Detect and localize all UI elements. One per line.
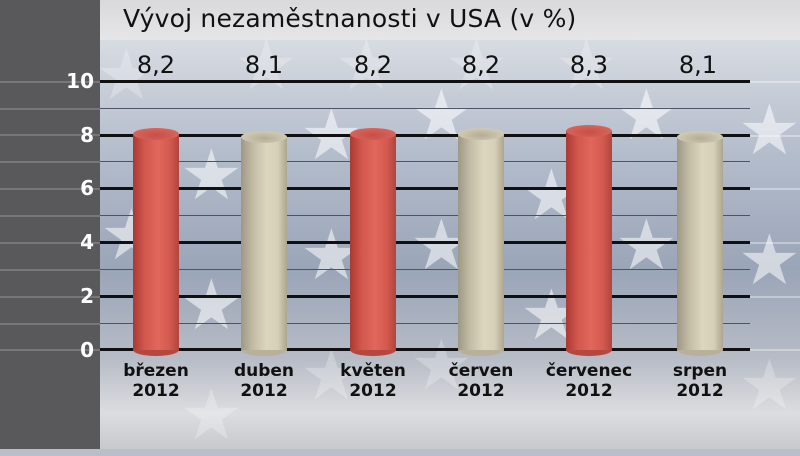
year-label: 2012 xyxy=(457,381,505,401)
x-tick-label: květen 2012 xyxy=(318,361,428,401)
star-icon: ★ xyxy=(555,24,618,106)
y-tick-label: 8 xyxy=(80,123,94,147)
x-tick-label: srpen 2012 xyxy=(645,361,755,401)
data-label: 8,2 xyxy=(136,51,176,79)
x-tick-label: červen 2012 xyxy=(426,361,536,401)
y-tick-label: 4 xyxy=(80,230,94,254)
x-tick-label: červenec 2012 xyxy=(534,361,644,401)
y-axis-tick-line xyxy=(0,108,100,110)
gridline-3 xyxy=(100,269,750,270)
y-axis-panel xyxy=(0,0,100,449)
gridline-extension xyxy=(750,188,800,190)
star-icon: ★ xyxy=(235,24,298,106)
y-axis-tick-line xyxy=(0,161,100,163)
star-icon: ★ xyxy=(615,74,678,156)
gridline-6 xyxy=(100,187,750,190)
chart-title: Vývoj nezaměstnanosti v USA (v %) xyxy=(123,4,577,33)
star-icon: ★ xyxy=(445,24,508,106)
year-label: 2012 xyxy=(565,381,613,401)
gridline-5 xyxy=(100,215,750,216)
y-axis-tick-line xyxy=(0,81,100,83)
y-axis-tick-line xyxy=(0,134,100,136)
y-axis-tick-line xyxy=(0,188,100,190)
year-label: 2012 xyxy=(349,381,397,401)
gridline-10 xyxy=(100,80,750,83)
y-axis-tick-line xyxy=(0,323,100,325)
month-label: červen xyxy=(448,361,514,381)
star-icon: ★ xyxy=(335,24,398,106)
year-label: 2012 xyxy=(132,381,180,401)
y-tick-label: 10 xyxy=(66,69,94,93)
y-axis-tick-line xyxy=(0,296,100,298)
year-label: 2012 xyxy=(676,381,724,401)
star-icon: ★ xyxy=(180,134,243,216)
data-label: 8,2 xyxy=(353,51,393,79)
x-tick-label: duben 2012 xyxy=(209,361,319,401)
month-label: srpen xyxy=(672,361,728,381)
y-axis-tick-line xyxy=(0,215,100,217)
gridline-extension xyxy=(750,296,800,298)
data-label: 8,3 xyxy=(569,51,609,79)
y-tick-label: 2 xyxy=(80,284,94,308)
bar-kveten xyxy=(350,128,396,356)
gridline-2 xyxy=(100,295,750,298)
bar-cervenec xyxy=(566,125,612,356)
data-label: 8,2 xyxy=(461,51,501,79)
gridline-8 xyxy=(100,134,750,137)
data-label: 8,1 xyxy=(678,51,718,79)
gridline-extension xyxy=(750,81,800,83)
star-icon: ★ xyxy=(738,89,800,171)
gridline-extension xyxy=(750,349,800,351)
gridline-4 xyxy=(100,241,750,244)
bar-cerven xyxy=(458,128,504,356)
y-tick-label: 0 xyxy=(80,338,94,362)
gridline-9 xyxy=(100,108,750,109)
year-label: 2012 xyxy=(240,381,288,401)
bar-srpen xyxy=(677,131,723,356)
title-band xyxy=(100,0,800,40)
star-icon: ★ xyxy=(180,374,243,456)
gridline-1 xyxy=(100,323,750,324)
star-icon: ★ xyxy=(738,344,800,426)
data-label: 8,1 xyxy=(244,51,284,79)
x-tick-label: březen 2012 xyxy=(101,361,211,401)
gridline-extension xyxy=(750,135,800,137)
bar-duben xyxy=(241,131,287,356)
star-icon: ★ xyxy=(180,264,243,346)
star-icon: ★ xyxy=(615,204,678,286)
month-label: květen xyxy=(340,361,406,381)
gridline-7 xyxy=(100,161,750,162)
star-icon: ★ xyxy=(738,219,800,301)
month-label: červenec xyxy=(545,361,633,381)
y-axis-tick-line xyxy=(0,269,100,271)
y-axis-tick-line xyxy=(0,242,100,244)
gridline-extension xyxy=(750,242,800,244)
bar-brezen xyxy=(133,128,179,356)
y-axis-tick-line xyxy=(0,349,100,351)
star-icon: ★ xyxy=(95,34,158,116)
y-tick-label: 6 xyxy=(80,176,94,200)
month-label: březen xyxy=(123,361,189,381)
month-label: duben xyxy=(233,361,295,381)
gridline-0 xyxy=(100,348,750,351)
